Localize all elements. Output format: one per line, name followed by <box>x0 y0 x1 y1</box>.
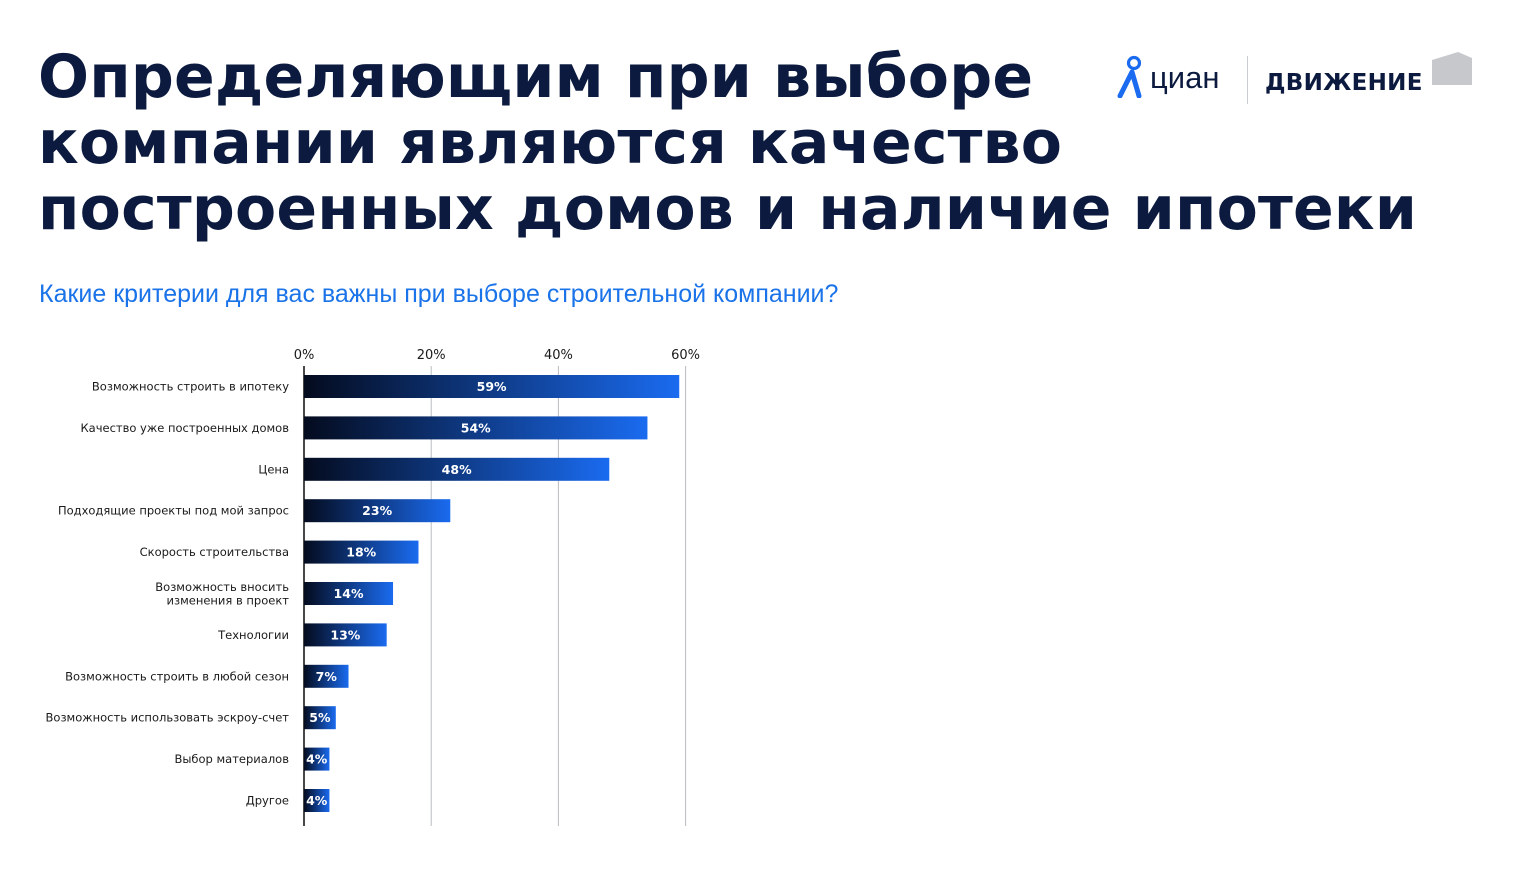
bar <box>304 706 336 730</box>
chart-question: Какие критерии для вас важны при выборе … <box>39 280 839 308</box>
header-logos: циан ДВИЖЕНИЕ <box>1112 48 1482 110</box>
bar <box>304 582 394 605</box>
bar <box>304 623 387 647</box>
bar <box>304 789 330 812</box>
house-icon <box>1432 52 1472 85</box>
title-line-2: компании являются качество <box>38 108 1063 178</box>
bar <box>304 499 451 523</box>
value-label: 14% <box>334 586 364 601</box>
bar <box>304 416 648 440</box>
value-label: 7% <box>316 669 338 684</box>
category-label: Качество уже построенных домов <box>80 421 289 435</box>
logo-divider <box>1247 56 1248 104</box>
bar-chart: 0% 20% 40% 60% Возможность строить в ипотеку… <box>46 348 700 826</box>
value-label: 13% <box>330 627 360 642</box>
value-label: 54% <box>461 420 491 435</box>
category-label: Подходящие проекты под мой запрос <box>58 504 289 518</box>
bar <box>304 664 349 688</box>
brand-logo-text: циан <box>1150 60 1220 95</box>
x-tick-label: 60% <box>671 348 700 363</box>
location-pin-icon <box>1117 55 1142 98</box>
bar <box>304 540 419 564</box>
value-label: 4% <box>306 752 328 767</box>
category-label: Технологии <box>217 628 289 642</box>
bar <box>304 747 330 771</box>
category-label: Выбор материалов <box>174 752 289 766</box>
category-label: Возможность строить в ипотеку <box>92 380 289 394</box>
title-line-3: построенных домов и наличие ипотеки <box>38 174 1418 244</box>
category-label: Скорость строительства <box>140 545 289 559</box>
bar <box>304 457 610 481</box>
category-label: Цена <box>258 462 289 476</box>
x-tick-label: 20% <box>417 348 446 363</box>
value-label: 5% <box>309 710 331 725</box>
category-label: Возможность строить в любой сезон <box>65 669 289 683</box>
title-line-1: Определяющим при выборе <box>38 42 1034 112</box>
x-tick-label: 40% <box>544 348 573 363</box>
value-label: 18% <box>346 545 376 560</box>
category-label: Возможность вносить изменения в проект <box>155 580 289 608</box>
value-label: 4% <box>306 793 328 808</box>
category-label: Возможность использовать эскроу-счет <box>46 711 290 725</box>
value-label: 23% <box>362 503 392 518</box>
value-label: 48% <box>442 462 472 477</box>
bar <box>304 375 680 398</box>
category-label: Другое <box>246 794 289 808</box>
page-title: Определяющим при выборе компании являютс… <box>38 44 1458 242</box>
partner-logo-text: ДВИЖЕНИЕ <box>1265 70 1423 96</box>
x-tick-label: 0% <box>294 348 315 363</box>
value-label: 59% <box>477 379 507 394</box>
